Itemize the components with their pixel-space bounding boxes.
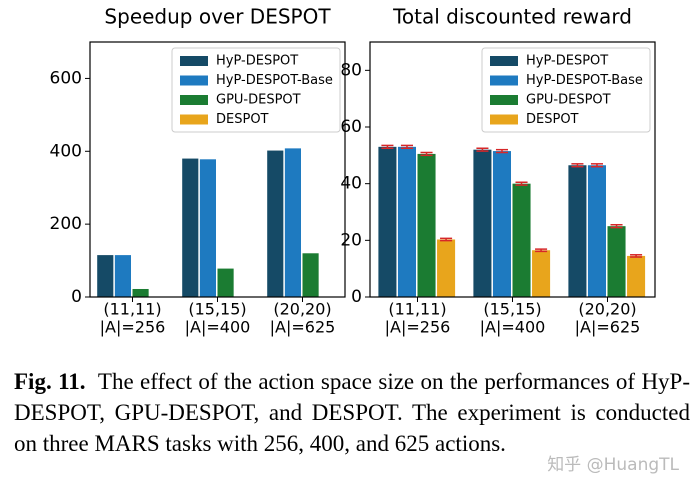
legend-swatch bbox=[180, 56, 208, 66]
x-tick-sublabel: |A|=400 bbox=[480, 318, 546, 337]
bar bbox=[587, 165, 606, 297]
legend-swatch bbox=[490, 75, 518, 86]
error-bar bbox=[400, 144, 413, 149]
y-tick-label: 40 bbox=[340, 174, 362, 194]
legend-swatch bbox=[490, 114, 518, 125]
y-tick-label: 80 bbox=[340, 60, 362, 80]
error-bar bbox=[440, 237, 453, 242]
x-tick-sublabel: |A|=625 bbox=[575, 318, 641, 337]
bar bbox=[627, 255, 646, 297]
error-bar bbox=[590, 163, 603, 168]
chart-title: Speedup over DESPOT bbox=[104, 5, 331, 29]
legend-label: HyP-DESPOT-Base bbox=[526, 73, 643, 88]
legend-label: GPU-DESPOT bbox=[526, 93, 611, 108]
bar bbox=[199, 159, 216, 297]
bar bbox=[512, 183, 531, 297]
error-bar bbox=[495, 148, 508, 154]
chart-title: Total discounted reward bbox=[392, 5, 632, 29]
axes-frame bbox=[369, 41, 656, 298]
x-tick-sublabel: |A|=400 bbox=[185, 318, 251, 337]
caption-text: The effect of the action space size on t… bbox=[14, 369, 691, 456]
error-bar bbox=[381, 144, 394, 149]
legend-label: GPU-DESPOT bbox=[216, 93, 301, 108]
bar bbox=[97, 255, 114, 297]
error-bar bbox=[515, 181, 528, 186]
error-bar bbox=[476, 147, 489, 152]
x-tick-label: (15,15) bbox=[188, 300, 246, 319]
error-bar bbox=[420, 151, 433, 157]
bar bbox=[267, 150, 284, 297]
bar bbox=[217, 268, 234, 297]
x-tick-label: (20,20) bbox=[578, 300, 636, 319]
legend-label: HyP-DESPOT-Base bbox=[216, 73, 333, 88]
bar bbox=[607, 226, 626, 297]
legend-label: HyP-DESPOT bbox=[526, 54, 608, 69]
x-tick-sublabel: |A|=625 bbox=[270, 318, 336, 337]
bar bbox=[302, 253, 319, 297]
error-bar bbox=[571, 163, 584, 168]
bar bbox=[417, 153, 436, 297]
y-tick-label: 0 bbox=[71, 287, 82, 307]
x-tick-label: (11,11) bbox=[103, 300, 161, 319]
legend-swatch bbox=[180, 114, 208, 125]
error-bar bbox=[535, 248, 548, 253]
bar bbox=[473, 149, 492, 297]
axes-frame bbox=[89, 41, 346, 298]
bar bbox=[132, 288, 149, 297]
x-tick-label: (11,11) bbox=[388, 300, 446, 319]
y-tick-label: 600 bbox=[50, 68, 82, 88]
bar bbox=[284, 148, 301, 297]
legend-box bbox=[481, 47, 651, 133]
x-tick-label: (15,15) bbox=[483, 300, 541, 319]
bar bbox=[492, 151, 511, 297]
bar bbox=[114, 255, 131, 297]
x-tick-sublabel: |A|=256 bbox=[100, 318, 166, 337]
y-tick-label: 60 bbox=[340, 117, 362, 137]
legend-box bbox=[171, 47, 341, 133]
legend-swatch bbox=[180, 95, 208, 105]
error-bar bbox=[630, 254, 643, 258]
bar bbox=[437, 239, 456, 297]
bar bbox=[182, 158, 199, 297]
caption: Fig. 11. The effect of the action space … bbox=[14, 366, 690, 459]
legend-label: DESPOT bbox=[216, 112, 269, 127]
x-tick-label: (20,20) bbox=[273, 300, 331, 319]
bar bbox=[568, 165, 587, 297]
y-tick-label: 20 bbox=[340, 230, 362, 250]
legend-label: DESPOT bbox=[526, 112, 579, 127]
x-tick-sublabel: |A|=256 bbox=[385, 318, 451, 337]
watermark: 知乎 @HuangTL bbox=[547, 455, 679, 475]
bar bbox=[378, 146, 397, 297]
chart: Speedup over DESPOT0200400600(11,11)|A|=… bbox=[50, 5, 656, 337]
legend-swatch bbox=[490, 95, 518, 105]
legend-label: HyP-DESPOT bbox=[216, 54, 298, 69]
bar bbox=[397, 146, 416, 297]
legend-swatch bbox=[180, 75, 208, 86]
caption-label: Fig. 11. bbox=[14, 369, 86, 394]
error-bar bbox=[610, 224, 623, 229]
y-tick-label: 200 bbox=[50, 214, 82, 234]
bar bbox=[532, 250, 551, 297]
y-tick-label: 400 bbox=[50, 141, 82, 161]
legend-swatch bbox=[490, 56, 518, 66]
y-tick-label: 0 bbox=[351, 287, 362, 307]
